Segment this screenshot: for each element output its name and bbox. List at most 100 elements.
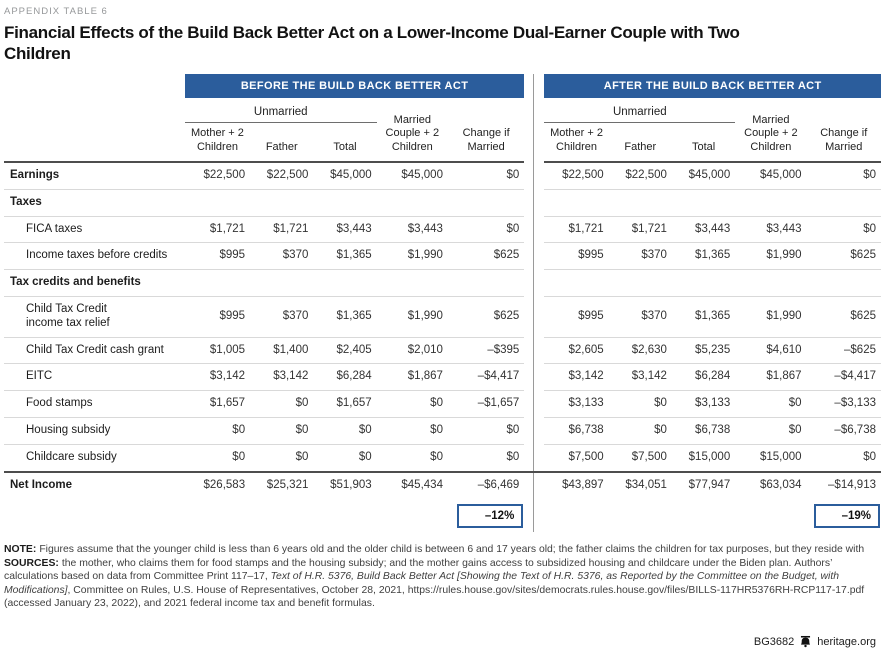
cell-value: $6,738 bbox=[671, 417, 736, 445]
panel-divider bbox=[524, 296, 545, 338]
row-label: Earnings bbox=[4, 161, 185, 190]
col-header-married-after: Married Couple + 2 Children bbox=[735, 98, 807, 163]
table-row: FICA taxes $1,721 $1,721 $3,443 $3,443 $0 $1,7… bbox=[4, 216, 881, 244]
cell-value: $3,142 bbox=[608, 363, 672, 392]
cell-value: $0 bbox=[295, 450, 309, 463]
cell-value: $1,657 bbox=[184, 390, 251, 418]
cell-value: –$395 bbox=[447, 337, 525, 365]
cell-value: $7,500 bbox=[631, 450, 667, 463]
cell-value: $0 bbox=[250, 417, 314, 445]
cell-value: $1,365 bbox=[671, 242, 736, 271]
cell-value: $1,005 bbox=[184, 337, 251, 365]
cell-value: $6,738 bbox=[544, 417, 609, 445]
cell-value: $63,034 bbox=[735, 470, 807, 499]
panel-divider bbox=[524, 390, 545, 418]
sources-text-pre: Authors’ calculations based on data from… bbox=[4, 557, 832, 583]
cell-value: $3,142 bbox=[544, 363, 609, 392]
table-row: Housing subsidy $0 $0 $0 $0 $0 $6,738 $0 $6,738 $… bbox=[4, 417, 881, 445]
cell-value: $15,000 bbox=[759, 450, 802, 463]
cell-value: –$1,657 bbox=[447, 390, 525, 418]
row-label: Net Income bbox=[4, 470, 185, 499]
cell-value: $77,947 bbox=[671, 470, 736, 499]
panel-divider bbox=[524, 74, 545, 99]
cell-value: –$14,913 bbox=[806, 470, 881, 499]
cell-value: $0 bbox=[735, 390, 807, 418]
table-row: Child Tax Credit income tax relief $995 $3… bbox=[4, 296, 881, 338]
note-text: Figures assume that the younger child is… bbox=[39, 544, 865, 569]
cell-value: $625 bbox=[806, 242, 881, 271]
panel-divider bbox=[524, 444, 545, 472]
cell-value: $625 bbox=[806, 296, 881, 338]
cell-value: –$4,417 bbox=[447, 363, 525, 392]
col-header-mother-after: Mother + 2 Children bbox=[544, 122, 609, 163]
cell-value: $34,051 bbox=[608, 470, 672, 499]
cell-value: $45,000 bbox=[313, 161, 377, 190]
cell-value: $1,990 bbox=[376, 242, 448, 271]
cell-value bbox=[806, 269, 881, 297]
cell-value: $1,867 bbox=[735, 363, 807, 392]
note-label: NOTE: bbox=[4, 544, 37, 556]
panel-divider bbox=[524, 470, 545, 499]
col-header-father-before: Father bbox=[250, 122, 314, 163]
panel-header-row: BEFORE THE BUILD BACK BETTER ACT AFTER T… bbox=[4, 74, 881, 99]
corner-spacer bbox=[4, 98, 185, 123]
appendix-table-label: APPENDIX TABLE 6 bbox=[4, 6, 108, 17]
panel-title-after: AFTER THE BUILD BACK BETTER ACT bbox=[544, 74, 881, 99]
cell-value: $6,284 bbox=[671, 363, 736, 392]
cell-value: $0 bbox=[376, 417, 448, 445]
sources-text-italic: Text of H.R. 5376, Build Back Better Act… bbox=[4, 571, 839, 596]
cell-value: $3,133 bbox=[671, 390, 736, 418]
cell-value: $0 bbox=[447, 417, 525, 445]
cell-value: $3,443 bbox=[313, 216, 377, 244]
cell-value: $1,721 bbox=[544, 216, 609, 244]
cell-value: $22,500 bbox=[544, 161, 609, 190]
doc-id: BG3682 bbox=[753, 635, 795, 648]
cell-value: $0 bbox=[608, 390, 672, 418]
row-label: Child Tax Credit income tax relief bbox=[4, 296, 185, 338]
cell-value bbox=[735, 189, 807, 217]
col-header-total-after: Total bbox=[671, 122, 736, 163]
panel-divider bbox=[524, 189, 545, 217]
sources-label: SOURCES: bbox=[4, 557, 59, 569]
row-label: Income taxes before credits bbox=[4, 242, 185, 271]
col-header-father-after: Father bbox=[608, 122, 672, 163]
cell-value: $45,000 bbox=[376, 161, 448, 190]
cell-value: $26,583 bbox=[184, 470, 251, 499]
cell-value bbox=[671, 189, 736, 217]
cell-value bbox=[671, 269, 736, 297]
cell-value: $1,721 bbox=[184, 216, 251, 244]
cell-value: $1,657 bbox=[313, 390, 377, 418]
cell-value: $995 bbox=[544, 242, 609, 271]
page-footer: BG3682 heritage.org bbox=[754, 635, 876, 648]
cell-value: $370 bbox=[608, 242, 672, 271]
cell-value: –$4,417 bbox=[806, 363, 881, 392]
cell-value: $0 bbox=[430, 450, 443, 463]
cell-value bbox=[184, 189, 251, 217]
cell-value: –$625 bbox=[806, 337, 881, 365]
cell-value: $1,990 bbox=[376, 296, 448, 338]
unmarried-group-label: Unmarried bbox=[544, 98, 736, 124]
cell-value: $995 bbox=[544, 296, 609, 338]
cell-value: $0 bbox=[376, 390, 448, 418]
cell-value: $995 bbox=[184, 242, 251, 271]
cell-value: $0 bbox=[184, 417, 251, 445]
cell-value: $1,365 bbox=[313, 296, 377, 338]
cell-value: $7,500 bbox=[568, 450, 604, 463]
col-header-total-before: Total bbox=[313, 122, 377, 163]
page-title: Financial Effects of the Build Back Bett… bbox=[4, 23, 740, 63]
table-row: EITC $3,142 $3,142 $6,284 $1,867 –$4,417 $3,14… bbox=[4, 363, 881, 392]
panel-divider bbox=[524, 161, 545, 190]
table-row: Taxes bbox=[4, 189, 881, 217]
panel-divider bbox=[524, 498, 545, 533]
cell-value: $15,000 bbox=[688, 450, 731, 463]
cell-value: $2,010 bbox=[376, 337, 448, 365]
cell-value: –$6,469 bbox=[447, 470, 525, 499]
cell-value: $43,897 bbox=[544, 470, 609, 499]
cell-value: $0 bbox=[506, 450, 520, 463]
cell-value bbox=[544, 189, 609, 217]
cell-value bbox=[608, 269, 672, 297]
cell-value: $4,610 bbox=[735, 337, 807, 365]
panel-title-before: BEFORE THE BUILD BACK BETTER ACT bbox=[184, 74, 525, 99]
change-badge-after: –19% bbox=[814, 504, 880, 529]
panel-divider bbox=[524, 417, 545, 445]
